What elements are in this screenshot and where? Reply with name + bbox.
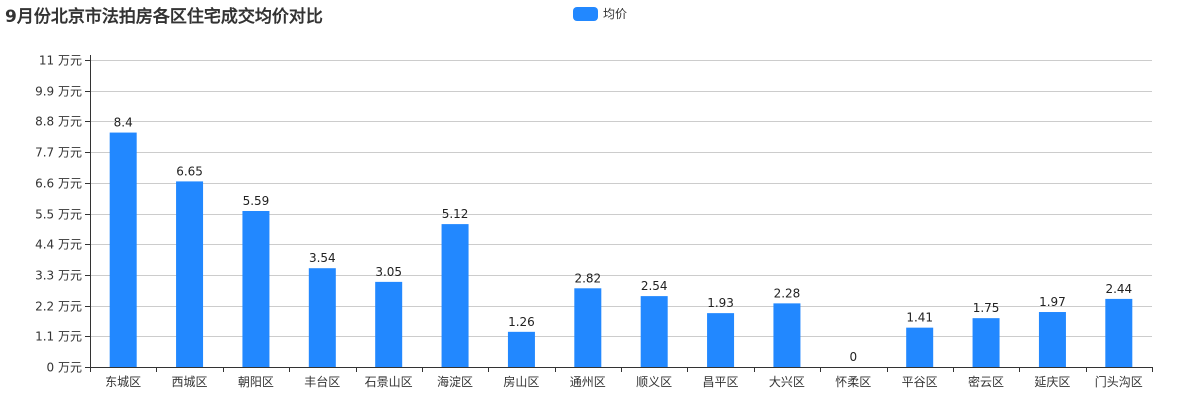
x-tick-label: 东城区 [105,375,141,389]
data-label: 1.26 [508,315,535,329]
y-tick-label: 2.2 万元 [35,300,82,314]
data-label: 1.93 [707,296,734,310]
x-tick-label: 西城区 [172,375,208,389]
bar [441,224,469,367]
data-label: 8.4 [114,116,133,130]
bar [1038,312,1066,367]
bar [972,318,1000,367]
data-label: 2.82 [574,271,601,285]
x-tick-label: 通州区 [570,375,606,389]
data-label: 1.75 [973,301,1000,315]
y-tick-label: 9.9 万元 [35,85,82,99]
bar [707,313,735,367]
bar [1105,298,1133,367]
data-label: 5.59 [243,194,270,208]
x-tick-label: 顺义区 [636,375,672,389]
y-tick-label: 11 万元 [39,54,82,68]
data-label: 2.28 [774,286,801,300]
y-tick-label: 3.3 万元 [35,269,82,283]
x-tick-label: 丰台区 [304,374,340,389]
bar [773,303,801,367]
x-tick-label: 石景山区 [365,375,413,389]
bar [308,268,336,367]
bar [242,210,270,367]
data-label: 0 [849,350,857,364]
data-label: 3.54 [309,251,336,265]
data-label: 6.65 [176,164,203,178]
x-tick-label: 门头沟区 [1095,374,1143,389]
chart-title: 9月份北京市法拍房各区住宅成交均价对比 [5,7,323,27]
bar [507,331,535,367]
x-tick-label: 密云区 [968,374,1004,389]
y-tick-label: 4.4 万元 [35,238,82,252]
y-tick-label: 7.7 万元 [35,146,82,160]
data-label: 1.97 [1039,295,1066,309]
x-tick-label: 海淀区 [437,374,473,389]
bar [574,288,602,367]
y-tick-label: 8.8 万元 [35,115,82,129]
data-label: 2.54 [641,279,668,293]
bar [906,327,934,367]
x-tick-label: 朝阳区 [238,375,274,389]
data-label: 3.05 [375,265,402,279]
bar [176,181,204,367]
data-label: 5.12 [442,207,469,221]
legend-item[interactable]: 均价 [573,5,627,22]
x-tick-label: 大兴区 [769,375,805,389]
legend-label: 均价 [603,7,628,21]
x-tick-label: 怀柔区 [835,375,871,389]
x-tick-label: 昌平区 [703,375,739,389]
bar [375,281,403,367]
bar [640,296,668,367]
bar [109,132,137,367]
legend-swatch [573,6,598,21]
x-tick-label: 房山区 [503,374,539,389]
data-label: 2.44 [1105,282,1132,296]
y-tick-label: 5.5 万元 [35,208,82,222]
data-label: 1.41 [906,311,933,325]
y-tick-label: 1.1 万元 [35,330,82,344]
y-tick-label: 0 万元 [47,361,82,375]
x-tick-label: 延庆区 [1034,375,1070,389]
x-tick-label: 平谷区 [902,375,938,389]
y-tick-label: 6.6 万元 [35,177,82,191]
